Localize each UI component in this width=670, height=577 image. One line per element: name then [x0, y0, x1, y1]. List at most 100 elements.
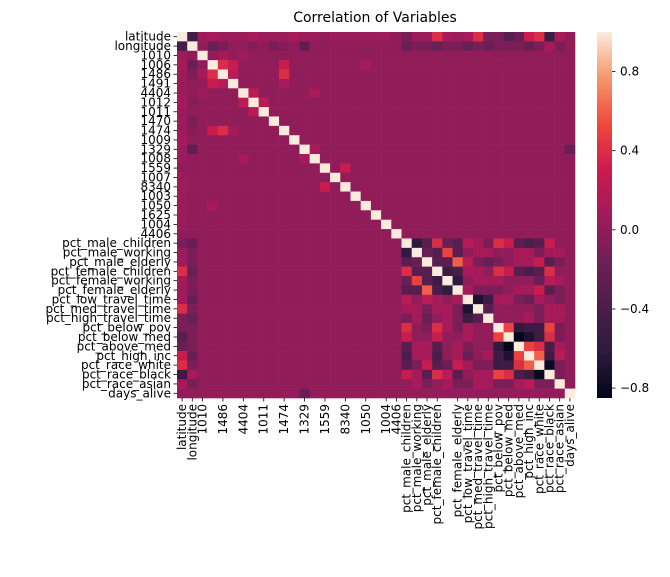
heatmap-cell — [564, 276, 576, 286]
heatmap-cell — [299, 144, 310, 155]
heatmap-cell — [187, 294, 198, 305]
heatmap-cell — [564, 210, 576, 220]
heatmap-cell — [411, 379, 423, 389]
heatmap-cell — [319, 369, 331, 380]
heatmap-cell — [248, 276, 259, 286]
heatmap-cell — [238, 107, 249, 117]
heatmap-cell — [340, 388, 351, 399]
heatmap-cell — [432, 257, 443, 267]
heatmap-cell — [279, 313, 290, 324]
heatmap-cell — [381, 191, 392, 202]
heatmap-cell — [268, 247, 280, 258]
heatmap-cell — [370, 276, 382, 286]
heatmap-cell — [360, 219, 372, 230]
heatmap-cell — [248, 88, 259, 98]
heatmap-cell — [370, 285, 382, 296]
heatmap-cell — [228, 88, 239, 98]
y-axis-labels: latitudelongitude10101006148614914404101… — [45, 30, 177, 400]
heatmap-cell — [279, 125, 290, 136]
heatmap-cell — [258, 125, 270, 136]
heatmap-cell — [248, 107, 259, 117]
heatmap-cell — [534, 379, 545, 389]
heatmap-cell — [258, 50, 270, 61]
x-tick-label: days_alive — [563, 404, 577, 467]
heatmap-cell — [411, 247, 423, 258]
heatmap-cell — [411, 97, 423, 108]
heatmap-cell — [493, 341, 504, 352]
y-tick-label: pct_male_working — [63, 246, 171, 260]
heatmap-cell — [452, 257, 464, 267]
heatmap-cell — [177, 163, 188, 174]
heatmap-cell — [483, 229, 494, 239]
heatmap-cell — [503, 32, 515, 42]
heatmap-cell — [360, 154, 372, 164]
heatmap-cell — [217, 351, 229, 361]
heatmap-cell — [503, 163, 515, 174]
heatmap-cell — [462, 135, 474, 145]
heatmap-cell — [442, 78, 453, 89]
heatmap-cell — [248, 200, 259, 211]
heatmap-cell — [197, 294, 208, 305]
heatmap-cell — [462, 60, 474, 70]
heatmap-cell — [177, 88, 188, 98]
heatmap-cell — [279, 247, 290, 258]
heatmap-cell — [564, 341, 576, 352]
y-tick-label: pct_above_med — [77, 339, 171, 353]
heatmap-cell — [381, 144, 392, 155]
heatmap-cell — [268, 379, 280, 389]
heatmap-cell — [493, 154, 504, 164]
heatmap-cell — [177, 125, 188, 136]
heatmap-cell — [523, 266, 535, 277]
heatmap-cell — [350, 32, 361, 42]
heatmap-cell — [289, 369, 300, 380]
heatmap-cell — [421, 107, 433, 117]
heatmap-cell — [493, 257, 504, 267]
heatmap-cell — [187, 50, 198, 61]
heatmap-cell — [493, 388, 504, 399]
heatmap-cell — [432, 369, 443, 380]
heatmap-cell — [564, 294, 576, 305]
heatmap-cell — [279, 285, 290, 296]
heatmap-cell — [554, 125, 566, 136]
heatmap-cell — [544, 229, 555, 239]
heatmap-cell — [350, 229, 361, 239]
heatmap-cell — [207, 144, 219, 155]
heatmap-cell — [544, 257, 555, 267]
heatmap-cell — [319, 97, 331, 108]
heatmap-cell — [411, 313, 423, 324]
heatmap-cell — [564, 107, 576, 117]
heatmap-cell — [319, 294, 331, 305]
heatmap-cell — [554, 135, 566, 145]
heatmap-cell — [360, 191, 372, 202]
heatmap-cell — [217, 88, 229, 98]
heatmap-cell — [238, 144, 249, 155]
heatmap-cell — [360, 32, 372, 42]
x-tick-label: pct_high_inc — [522, 404, 536, 479]
heatmap-cell — [452, 163, 464, 174]
heatmap-cell — [472, 332, 484, 342]
heatmap-cell — [513, 210, 525, 220]
heatmap-cell — [279, 135, 290, 145]
heatmap-cell — [503, 125, 515, 136]
heatmap-cell — [330, 69, 341, 80]
heatmap-cell — [503, 210, 515, 220]
heatmap-cell — [197, 154, 208, 164]
heatmap-cell — [544, 285, 555, 296]
heatmap-cell — [187, 78, 198, 89]
heatmap-cell — [238, 163, 249, 174]
heatmap-cell — [279, 369, 290, 380]
y-tick-label: 1003 — [140, 189, 171, 203]
heatmap-cell — [360, 257, 372, 267]
heatmap-cell — [421, 294, 433, 305]
heatmap-cell — [421, 125, 433, 136]
heatmap-cell — [554, 144, 566, 155]
heatmap-cell — [513, 360, 525, 371]
heatmap-cell — [289, 60, 300, 70]
heatmap-cell — [309, 388, 321, 399]
heatmap-cell — [544, 388, 555, 399]
heatmap-cell — [370, 69, 382, 80]
heatmap-cell — [442, 238, 453, 249]
heatmap-cell — [360, 294, 372, 305]
heatmap-cell — [299, 32, 310, 42]
